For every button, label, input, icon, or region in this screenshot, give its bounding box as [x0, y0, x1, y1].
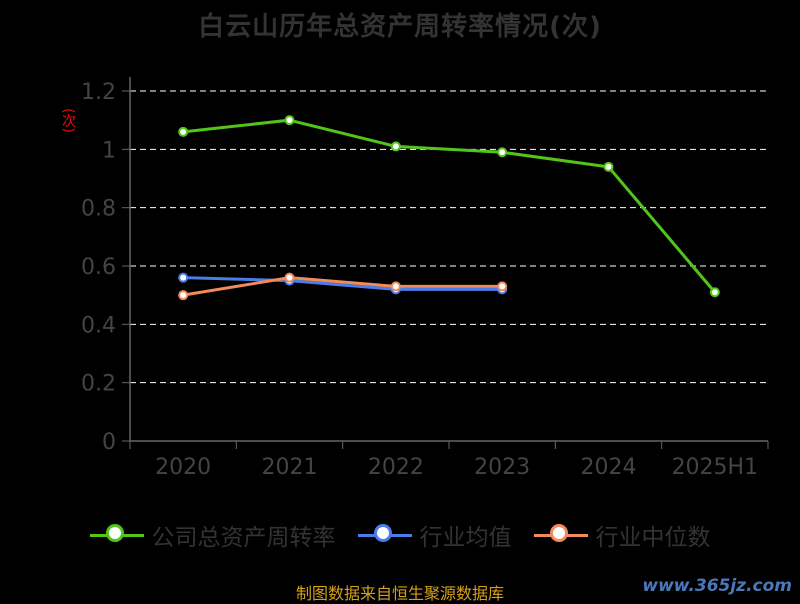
data-point	[497, 147, 508, 158]
y-tick-label: 0.4	[81, 313, 116, 338]
data-source-note: 制图数据来自恒生聚源数据库	[295, 584, 504, 603]
legend: 公司总资产周转率 行业均值 行业中位数	[0, 518, 800, 552]
y-tick-label: 0.6	[81, 255, 116, 280]
data-point	[390, 281, 401, 292]
y-tick-label: 0	[102, 430, 116, 455]
legend-swatch-industry-median	[533, 524, 588, 545]
y-axis-label: (次)	[60, 108, 76, 133]
data-point	[390, 141, 401, 152]
x-tick-label: 2022	[368, 455, 424, 480]
legend-item-company[interactable]: 公司总资产周转率	[89, 518, 336, 552]
x-tick-label: 2024	[581, 455, 637, 480]
data-point	[178, 290, 189, 301]
y-tick-label: 1	[102, 138, 116, 163]
data-point	[284, 115, 295, 126]
legend-label-industry-avg: 行业均值	[419, 525, 512, 551]
data-point	[178, 272, 189, 283]
x-tick-label: 2023	[474, 455, 530, 480]
data-point	[178, 126, 189, 137]
series-line	[183, 276, 503, 291]
y-tick-label: 0.2	[81, 372, 116, 397]
legend-item-industry-median[interactable]: 行业中位数	[533, 518, 711, 552]
legend-swatch-company	[89, 524, 144, 545]
series-line	[182, 276, 503, 297]
x-tick-label: 2021	[262, 455, 318, 480]
series-line	[183, 118, 716, 294]
chart-title: 白云山历年总资产周转率情况(次)	[198, 12, 602, 42]
data-point	[284, 272, 295, 283]
watermark-logo: www.365jz.com	[642, 576, 792, 596]
legend-item-industry-avg[interactable]: 行业均值	[357, 518, 512, 552]
x-tick-label: 2020	[155, 455, 211, 480]
y-tick-label: 0.8	[81, 197, 116, 222]
legend-swatch-industry-avg	[357, 524, 412, 545]
legend-label-company: 公司总资产周转率	[151, 525, 336, 551]
data-point	[603, 161, 614, 172]
x-tick-label: 2025H1	[672, 455, 759, 480]
y-tick-label: 1.2	[81, 80, 116, 105]
data-point	[497, 281, 508, 292]
data-point	[709, 287, 720, 298]
legend-label-industry-median: 行业中位数	[595, 525, 711, 551]
